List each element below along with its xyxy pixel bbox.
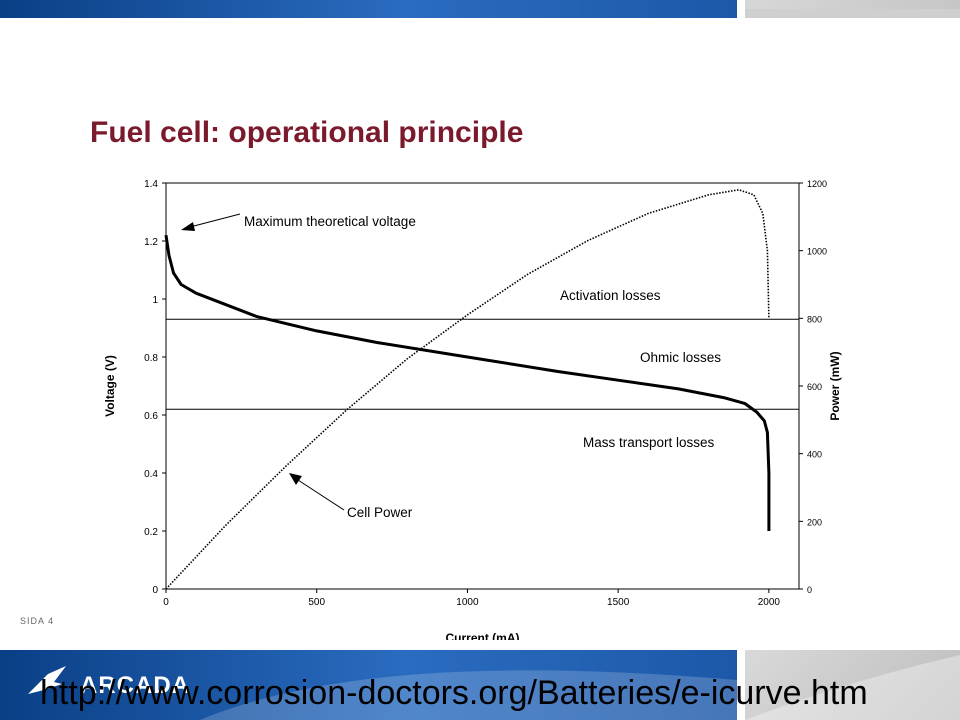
annotation-label: Mass transport losses <box>583 435 715 450</box>
top-bar-blue <box>0 0 737 18</box>
y-right-tick-label: 1000 <box>807 247 827 257</box>
band-swoosh <box>200 670 737 720</box>
x-tick-label: 1500 <box>607 597 630 608</box>
y-right-axis-title: Power (mW) <box>828 351 842 420</box>
y-right-tick-label: 400 <box>807 450 822 460</box>
y-right-tick-label: 800 <box>807 314 822 324</box>
cell-power-arrow-line <box>297 479 345 511</box>
arcada-bird-icon <box>28 666 66 694</box>
fuel-cell-chart: 0 500 1000 1500 2000 0 0.2 0.4 0.6 0.8 1 1.2 1.4 0 200… <box>103 179 842 640</box>
top-bar-gray <box>745 0 960 18</box>
x-tick-label: 2000 <box>758 597 781 608</box>
power-curve <box>165 188 770 590</box>
x-tick-label: 0 <box>163 597 169 608</box>
x-tick-label: 1000 <box>456 597 479 608</box>
x-tick-label: 500 <box>308 597 325 608</box>
y-right-tick-label: 600 <box>807 382 822 392</box>
y-left-tick-label: 0.8 <box>144 353 158 364</box>
annotation-label: Maximum theoretical voltage <box>244 214 416 229</box>
y-left-tick-label: 1.4 <box>144 179 158 190</box>
bottom-band-blue <box>0 650 737 720</box>
y-right-tick-label: 200 <box>807 517 822 527</box>
plot-frame <box>165 182 800 590</box>
y-right-tick-label: 0 <box>807 585 812 595</box>
bottom-band-gray <box>745 650 960 720</box>
y-right-tick-label: 1200 <box>807 179 827 189</box>
y-left-tick-label: 1.2 <box>144 237 158 248</box>
band-gray-swoosh <box>745 655 960 720</box>
y-left-tick-label: 1 <box>152 295 158 306</box>
slide-number: SIDA 4 <box>20 616 55 626</box>
max-voltage-arrow-head <box>181 222 195 231</box>
annotation-label: Cell Power <box>347 505 413 520</box>
y-left-tick-label: 0.6 <box>144 411 158 422</box>
annotation-label: Ohmic losses <box>640 350 721 365</box>
max-voltage-arrow-line <box>189 213 241 228</box>
y-left-axis-title: Voltage (V) <box>103 355 117 417</box>
cell-power-arrow-head <box>289 473 302 485</box>
x-axis-title: Current (mA) <box>446 631 520 640</box>
logo-text: ARCADA <box>80 672 190 699</box>
y-left-tick-label: 0.2 <box>144 527 158 538</box>
slide-title: Fuel cell: operational principle <box>90 116 524 149</box>
source-url: http://www.corrosion-doctors.org/Batteri… <box>40 674 868 712</box>
voltage-curve <box>164 234 771 531</box>
arcada-logo: ARCADA <box>22 660 192 700</box>
y-left-tick-label: 0 <box>152 585 158 596</box>
y-left-tick-label: 0.4 <box>144 469 158 480</box>
annotation-label: Activation losses <box>560 288 661 303</box>
